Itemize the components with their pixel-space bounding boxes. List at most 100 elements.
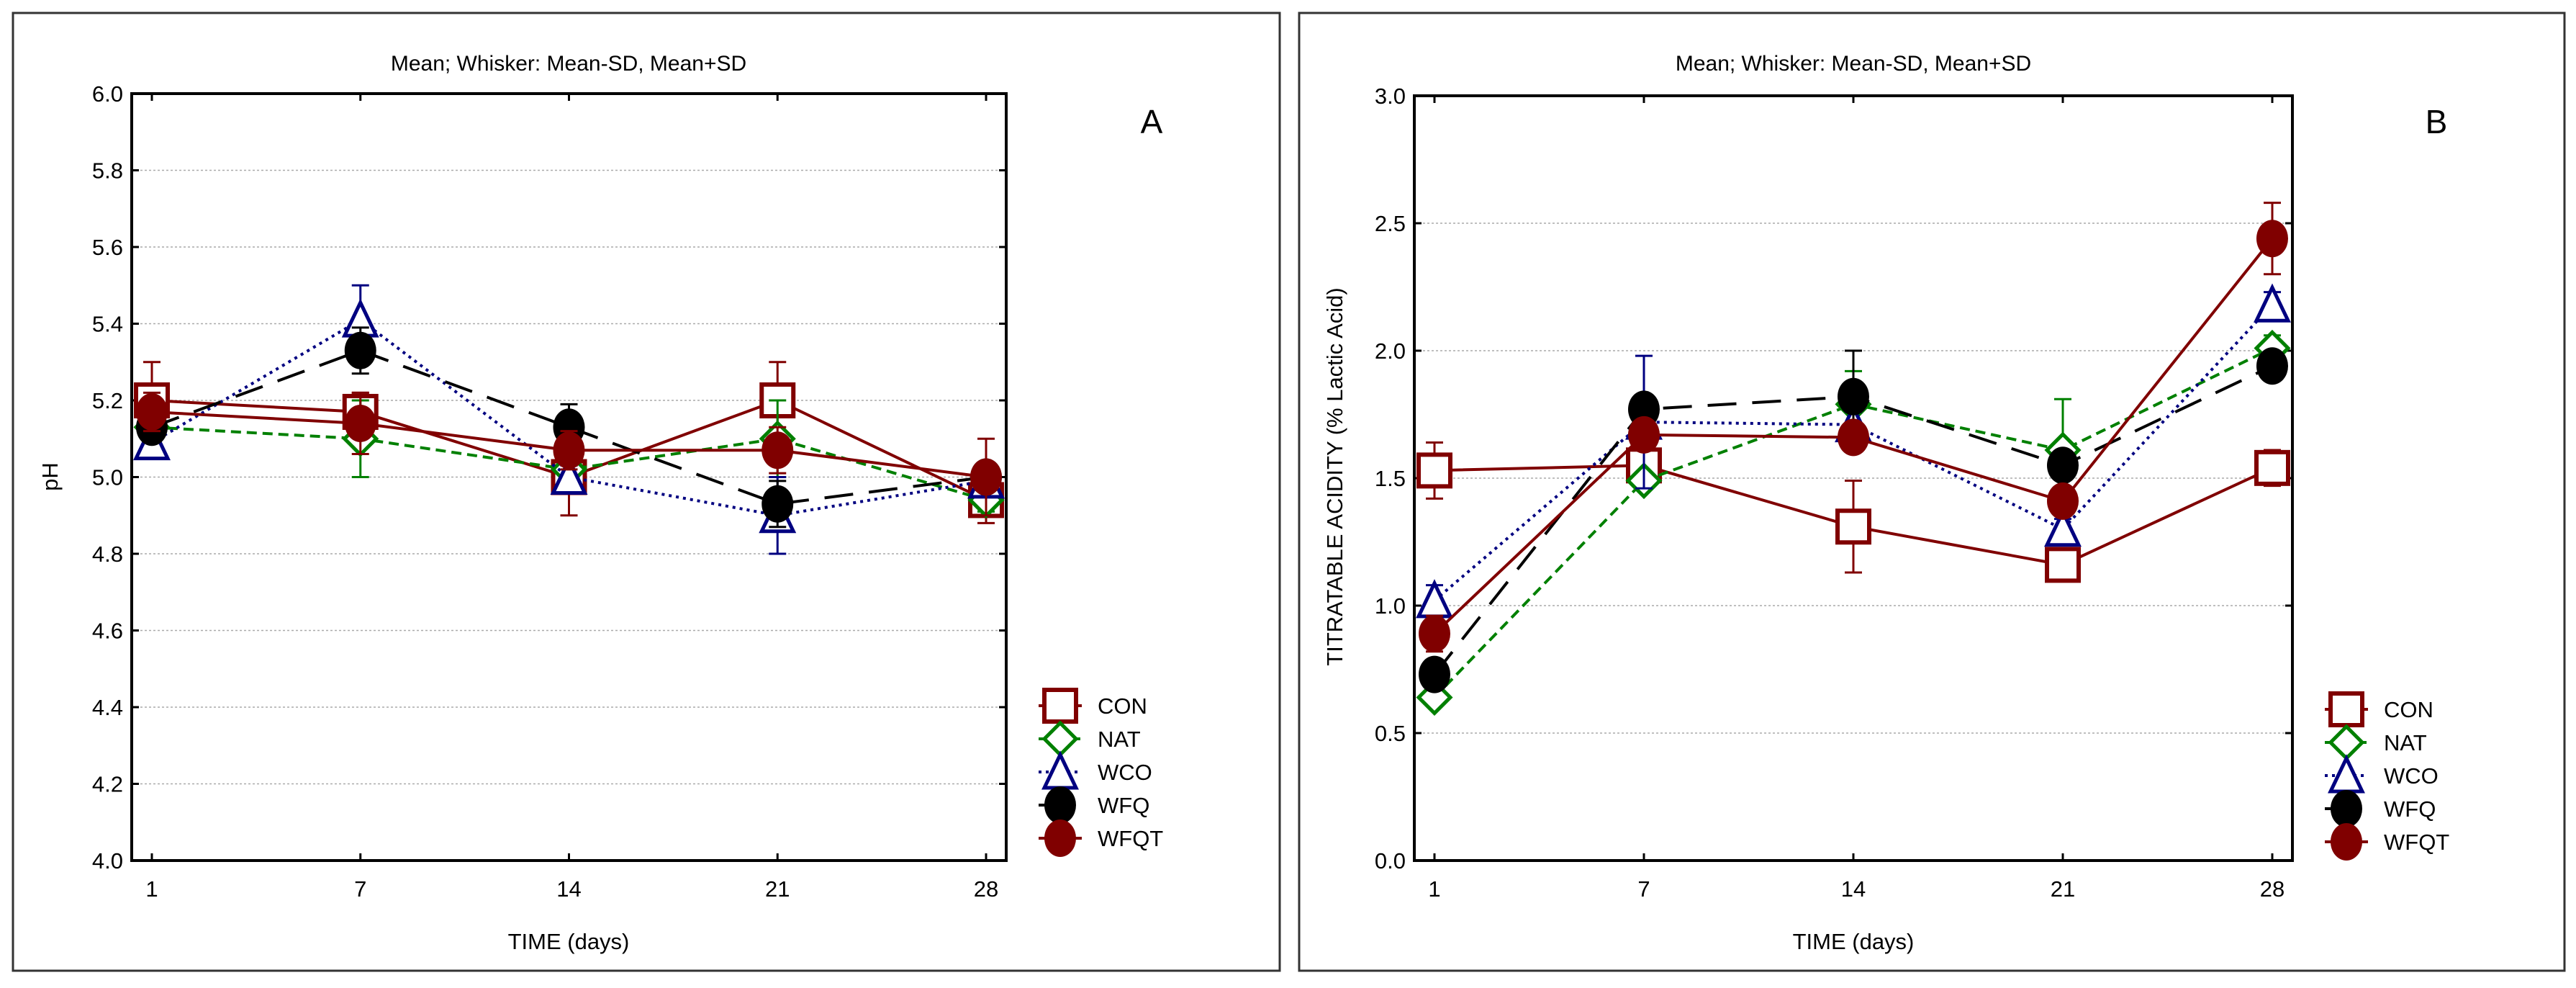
series-wfqt — [136, 391, 1002, 517]
x-tick-label: 21 — [2051, 876, 2075, 902]
panel-b-label: B — [2426, 103, 2448, 140]
data-point — [761, 485, 794, 523]
data-point — [2045, 547, 2081, 583]
series-wfqt — [1419, 202, 2288, 653]
data-point — [550, 455, 588, 495]
data-point — [1419, 614, 1450, 652]
x-tick-label: 28 — [974, 876, 998, 902]
legend-label: WCO — [2384, 763, 2439, 789]
panel-a-ylabel: pH — [37, 462, 63, 491]
legend-label: WFQ — [2384, 796, 2436, 822]
x-tick-label: 7 — [1637, 876, 1650, 902]
data-point — [2254, 449, 2290, 486]
panel-b-ylabel: TITRATABLE ACIDITY (% Lactic Acid) — [1322, 287, 1347, 665]
data-point — [553, 431, 585, 470]
legend-label: CON — [2384, 697, 2433, 722]
legend-item: WFQT — [1039, 819, 1163, 857]
legend-marker — [2328, 691, 2364, 727]
legend-marker — [1041, 720, 1079, 758]
data-point — [1419, 655, 1450, 693]
data-point — [2256, 220, 2288, 258]
y-tick-label: 5.4 — [92, 312, 123, 337]
legend-item: CON — [2325, 691, 2433, 727]
data-point — [1838, 418, 1869, 457]
y-tick-label: 3.0 — [1375, 84, 1406, 109]
data-point — [970, 458, 1002, 496]
panel-a-xlabel: TIME (days) — [508, 929, 630, 954]
x-tick-label: 1 — [145, 876, 158, 902]
data-point — [344, 331, 376, 369]
y-tick-label: 5.0 — [92, 465, 123, 490]
legend-marker — [1042, 688, 1078, 724]
panel-a-plot: 4.0 4.2 4.4 4.6 4.8 5.0 5.2 5.4 5.6 5.8 6.0 1 7 14 21 2… — [92, 81, 1163, 902]
panel-a: Mean; Whisker: Mean-SD, Mean+SD A TIME (… — [12, 12, 1281, 972]
panel-a-title: Mean; Whisker: Mean-SD, Mean+SD — [391, 52, 746, 76]
series-con — [1416, 441, 2290, 583]
data-point — [2256, 347, 2288, 385]
data-point — [2044, 508, 2082, 547]
series-wfq — [1419, 347, 2288, 693]
data-point — [2047, 482, 2079, 520]
legend-label: CON — [1098, 693, 1147, 719]
legend-item: NAT — [2325, 724, 2427, 761]
y-tick-label: 2.5 — [1375, 211, 1406, 236]
y-tick-label: 0.5 — [1375, 721, 1406, 746]
x-tick-label: 21 — [765, 876, 790, 902]
data-point — [2254, 283, 2291, 323]
legend-marker — [1044, 819, 1076, 857]
x-tick-label: 7 — [354, 876, 366, 902]
y-tick-label: 4.0 — [92, 848, 123, 874]
y-tick-label: 4.4 — [92, 695, 123, 720]
panel-a-label: A — [1141, 103, 1163, 140]
legend-item: NAT — [1039, 720, 1141, 758]
panel-b-title: Mean; Whisker: Mean-SD, Mean+SD — [1676, 52, 2031, 76]
x-tick-label: 1 — [1428, 876, 1440, 902]
y-tick-label: 5.2 — [92, 388, 123, 413]
series-line — [150, 318, 987, 517]
data-point — [1838, 377, 1869, 416]
y-tick-label: 4.8 — [92, 542, 123, 567]
data-point — [344, 404, 376, 442]
panel-a-frame — [12, 12, 1281, 972]
x-tick-label: 14 — [556, 876, 581, 902]
data-point — [1835, 508, 1871, 545]
legend-item: WFQT — [2325, 823, 2449, 861]
y-tick-label: 1.0 — [1375, 593, 1406, 619]
y-tick-label: 4.2 — [92, 772, 123, 797]
legend-marker — [2328, 754, 2365, 794]
legend-item: CON — [1039, 688, 1147, 724]
legend-marker — [1041, 750, 1079, 790]
legend-marker — [2331, 823, 2362, 861]
panel-b: Mean; Whisker: Mean-SD, Mean+SD B TIME (… — [1298, 12, 2566, 972]
y-tick-label: 5.6 — [92, 235, 123, 260]
panel-b-plot: 0.0 0.5 1.0 1.5 2.0 2.5 3.0 1 7 14 21 28 CON NAT WCO WF… — [1375, 84, 2449, 902]
panel-b-xlabel: TIME (days) — [1793, 929, 1915, 954]
y-tick-label: 0.0 — [1375, 848, 1406, 874]
x-tick-label: 14 — [1841, 876, 1866, 902]
y-tick-label: 5.8 — [92, 158, 123, 184]
legend-label: WCO — [1098, 760, 1152, 785]
y-tick-label: 1.5 — [1375, 466, 1406, 491]
legend-item: WFQ — [1039, 786, 1149, 824]
y-tick-label: 6.0 — [92, 81, 123, 107]
x-tick-label: 28 — [2260, 876, 2284, 902]
data-point — [1416, 579, 1453, 619]
series-line — [151, 349, 987, 506]
data-point — [761, 431, 794, 470]
legend-label: NAT — [1098, 727, 1141, 752]
legend-item: WFQ — [2325, 790, 2436, 827]
y-tick-label: 2.0 — [1375, 338, 1406, 364]
y-tick-label: 4.6 — [92, 619, 123, 644]
data-point — [2047, 446, 2079, 485]
plot-frame — [130, 92, 1008, 862]
legend-label: WFQT — [2384, 830, 2449, 855]
legend-item: WCO — [2325, 754, 2439, 794]
plot-frame — [1413, 94, 2294, 862]
data-point — [1628, 416, 1660, 454]
panel-b-frame — [1298, 12, 2566, 972]
legend-label: WFQT — [1098, 826, 1163, 851]
legend-marker — [1044, 786, 1076, 824]
data-point — [136, 392, 168, 431]
legend-label: NAT — [2384, 730, 2427, 755]
